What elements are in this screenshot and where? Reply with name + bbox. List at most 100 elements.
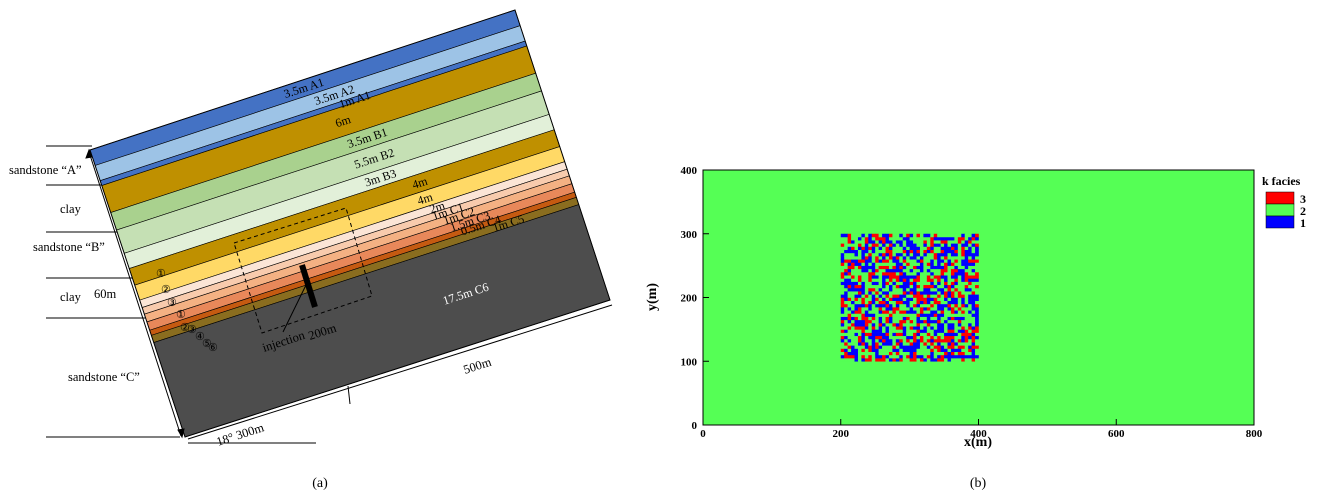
facies-cell xyxy=(971,313,976,317)
facies-cell xyxy=(871,236,876,241)
facies-cell xyxy=(913,297,917,301)
facies-cell xyxy=(868,358,873,362)
facies-cell xyxy=(909,348,914,352)
facies-cell xyxy=(892,329,897,333)
facies-cell xyxy=(923,275,928,279)
facies-cell xyxy=(861,303,866,308)
facies-cell xyxy=(861,284,866,289)
facies-cell xyxy=(940,316,945,321)
facies-cell xyxy=(937,319,941,324)
facies-cell xyxy=(861,236,866,241)
facies-cell xyxy=(864,335,869,340)
facies-cell xyxy=(885,348,890,352)
facies-cell xyxy=(892,310,897,314)
facies-cell xyxy=(954,236,959,241)
facies-cell xyxy=(895,319,900,324)
facies-cell xyxy=(913,358,917,362)
facies-cell xyxy=(947,278,952,282)
facies-cell xyxy=(975,259,979,263)
facies-cell xyxy=(957,252,962,257)
facies-cell xyxy=(957,246,962,250)
facies-cell xyxy=(844,233,848,238)
facies-cell xyxy=(944,287,948,292)
facies-cell xyxy=(844,297,848,301)
facies-cell xyxy=(975,291,979,295)
injection-well xyxy=(299,264,318,308)
facies-cell xyxy=(892,249,897,254)
facies-cell xyxy=(930,348,935,352)
facies-cell xyxy=(847,338,852,343)
facies-cell xyxy=(906,332,910,337)
x-tick-label: 0 xyxy=(700,428,706,440)
facies-cell xyxy=(878,348,883,352)
facies-cell xyxy=(909,345,914,349)
facies-cell xyxy=(851,335,855,340)
facies-cell xyxy=(888,246,893,250)
facies-cell xyxy=(950,332,955,337)
facies-cell xyxy=(854,256,859,260)
facies-cell xyxy=(964,294,969,298)
facies-cell xyxy=(882,243,886,247)
facies-cell xyxy=(875,240,879,244)
facies-cell xyxy=(847,335,852,340)
facies-cell xyxy=(882,240,886,244)
facies-cell xyxy=(950,354,955,359)
facies-cell xyxy=(954,338,959,343)
facies-cell xyxy=(930,338,935,343)
facies-cell xyxy=(913,319,917,324)
facies-cell xyxy=(906,294,910,298)
facies-cell xyxy=(913,329,917,333)
facies-cell xyxy=(899,329,904,333)
facies-cell xyxy=(854,252,859,257)
facies-cell xyxy=(957,249,962,254)
facies-cell xyxy=(930,323,935,327)
facies-cell xyxy=(840,275,845,279)
facies-cell xyxy=(895,259,900,263)
facies-cell xyxy=(861,233,866,238)
facies-cell xyxy=(902,278,907,282)
facies-cell xyxy=(868,332,873,337)
facies-cell xyxy=(937,348,941,352)
facies-cell xyxy=(885,249,890,254)
facies-cell xyxy=(947,236,952,241)
facies-cell xyxy=(861,316,866,321)
facies-cell xyxy=(926,303,931,308)
facies-cell xyxy=(971,297,976,301)
facies-cell xyxy=(892,307,897,311)
facies-cell xyxy=(975,326,979,330)
facies-cell xyxy=(926,281,931,286)
facies-cell xyxy=(864,313,869,317)
facies-cell xyxy=(864,252,869,257)
facies-cell xyxy=(975,297,979,301)
facies-cell xyxy=(864,345,869,349)
facies-cell xyxy=(968,335,972,340)
facies-cell xyxy=(964,348,969,352)
facies-cell xyxy=(961,335,966,340)
facies-cell xyxy=(926,291,931,295)
facies-cell xyxy=(875,310,879,314)
facies-cell xyxy=(902,345,907,349)
facies-cell xyxy=(864,262,869,266)
facies-cell xyxy=(937,297,941,301)
facies-cell xyxy=(937,256,941,260)
facies-cell xyxy=(902,326,907,330)
facies-cell xyxy=(957,326,962,330)
facies-cell xyxy=(888,326,893,330)
facies-cell xyxy=(954,326,959,330)
facies-cell xyxy=(840,262,845,266)
facies-cell xyxy=(895,262,900,266)
facies-cell xyxy=(950,278,955,282)
facies-cell xyxy=(875,249,879,254)
facies-cell xyxy=(906,243,910,247)
facies-cell xyxy=(930,278,935,282)
facies-cell xyxy=(923,332,928,337)
facies-cell xyxy=(902,252,907,257)
facies-cell xyxy=(885,265,890,270)
caption-a: (a) xyxy=(312,476,328,491)
facies-cell xyxy=(909,252,914,257)
facies-cell xyxy=(916,329,921,333)
facies-cell xyxy=(954,345,959,349)
facies-cell xyxy=(868,316,873,321)
layer-label: 6m xyxy=(334,112,354,130)
facies-cell xyxy=(888,351,893,356)
